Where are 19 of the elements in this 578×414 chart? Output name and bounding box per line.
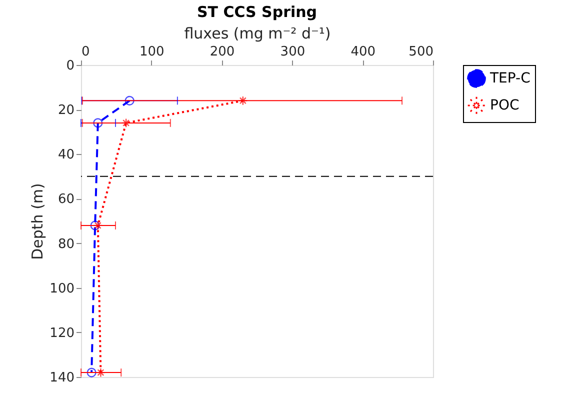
- y-tick-label: 120: [50, 326, 74, 341]
- x-tick-label: 400: [350, 44, 376, 60]
- chart-title: ST CCS Spring: [196, 3, 318, 21]
- y-tick-label: 100: [50, 281, 74, 296]
- legend-label: TEP-C: [489, 70, 531, 86]
- y-tick-label: 40: [58, 148, 74, 163]
- x-tick-label: 100: [139, 44, 164, 60]
- x-tick-label: 500: [408, 44, 434, 60]
- y-tick-label: 0: [66, 58, 74, 74]
- x-tick-label: 0: [82, 44, 90, 60]
- y-tick-label: 140: [50, 370, 74, 386]
- x-axis-title: fluxes (mg m⁻² d⁻¹): [184, 24, 331, 42]
- y-tick-label: 20: [58, 103, 74, 118]
- legend-label: POC: [490, 98, 520, 114]
- x-tick-label: 200: [210, 44, 235, 60]
- y-axis-title: Depth (m): [28, 183, 47, 260]
- y-tick-label: 60: [58, 192, 74, 208]
- y-tick-label: 80: [58, 236, 74, 252]
- x-tick-label: 300: [280, 44, 306, 60]
